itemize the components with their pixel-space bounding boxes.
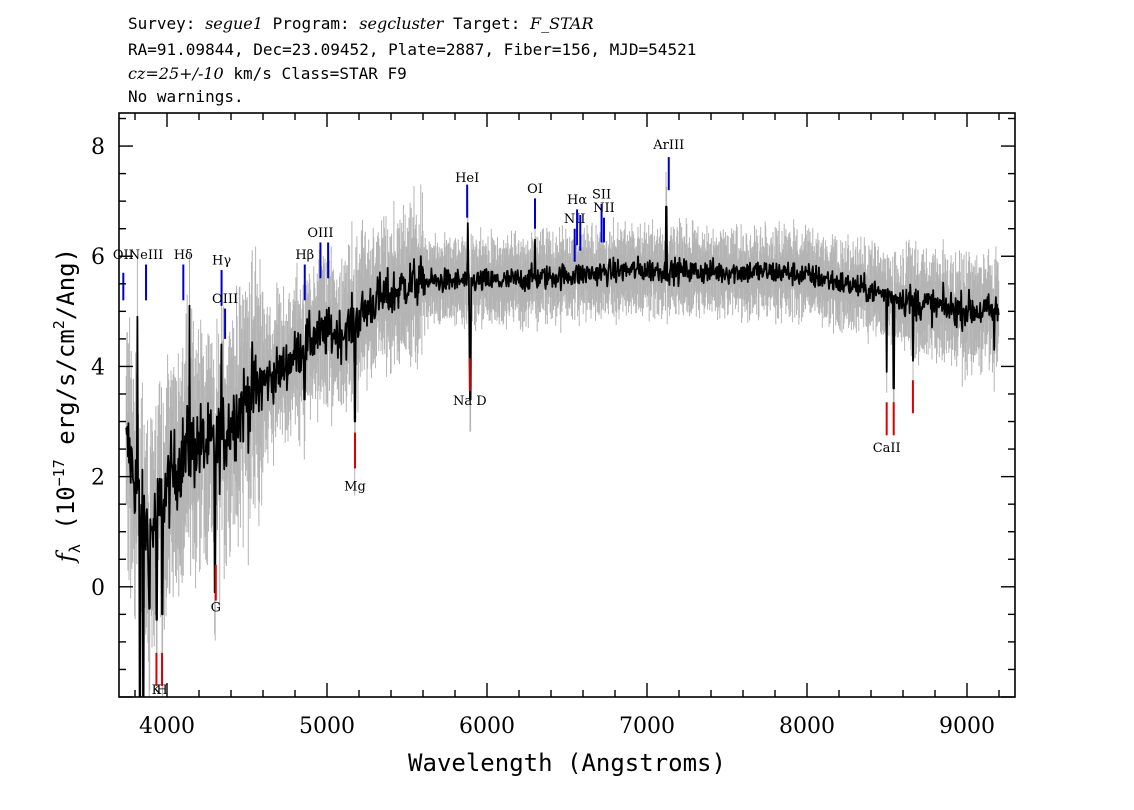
header-text-part: Survey: [128,14,205,33]
header-text-part: Program: [263,14,359,33]
flux-series [125,205,1000,697]
header-text-part: Target: [443,14,530,33]
y-axis: 0 2 4 6 8 [91,117,1015,698]
y-tick-label: 2 [91,466,105,491]
x-tick-label: 5000 [299,714,355,739]
flux-line [125,205,1000,697]
header-text-part: cz=25+/-10 [128,64,224,83]
y-tick-label: 6 [91,245,105,270]
y-tick-label: 4 [91,355,105,380]
emission-line-label: ArIII [652,138,684,153]
x-tick-label: 9000 [939,714,995,739]
emission-line-label: NII [593,201,615,216]
header-text-part: F_STAR [529,14,593,33]
y-tick-label: 8 [91,135,105,160]
x-tick-label: 6000 [459,714,515,739]
absorption-line-label: Mg [344,479,366,494]
emission-line-label: OI [527,182,543,197]
y-axis-title-part: /Ang) [52,248,80,320]
emission-line-label: NeIII [129,248,163,263]
emission-line-label: Hβ [295,248,314,263]
emission-line-label: OIII [307,226,333,241]
header-text-part: km/s Class=STAR F9 [224,64,407,83]
absorption-line-label: CaII [873,441,901,456]
y-axis-title-part: erg/s/cm [52,329,80,459]
plot-frame [118,112,1016,698]
spectrum-header: Survey: segue1 Program: segcluster Targe… [128,14,696,106]
emission-line-label: OIII [212,292,238,307]
y-axis-title-part: 2 [50,320,68,329]
emission-line-label: Hγ [212,254,231,269]
x-axis: 4000 5000 6000 7000 8000 9000 [134,113,1000,739]
y-axis-title: fλ (10−17 erg/s/cm2/Ang) [50,248,84,564]
y-axis-title-part: (10 [52,486,80,544]
absorption-line-label: G [211,601,221,616]
y-axis-title-part: −17 [50,459,68,486]
emission-line-label: OII [113,248,134,263]
emission-line-label: HeI [455,171,479,186]
x-tick-label: 7000 [619,714,675,739]
header-text-part: segcluster [359,14,444,33]
emission-line-label: SII [592,187,611,202]
x-tick-label: 8000 [779,714,835,739]
emission-line-label: Hα [567,193,587,208]
x-tick-label: 4000 [139,714,195,739]
y-tick-label: 0 [91,576,105,601]
header-line-redshift: cz=25+/-10 km/s Class=STAR F9 [128,64,407,83]
y-axis-title-part: λ [66,544,84,553]
header-text-part: segue1 [205,14,263,33]
header-line-survey: Survey: segue1 Program: segcluster Targe… [128,14,594,33]
absorption-line-label: H [156,683,167,698]
emission-line-label: Hδ [174,248,193,263]
absorption-line-label: K [152,683,162,698]
emission-line-label: NII [564,212,586,227]
x-axis-title: Wavelength (Angstroms) [408,749,726,777]
absorption-line-label: Na D [453,394,487,409]
header-line-warnings: No warnings. [128,87,244,106]
header-line-coordinates: RA=91.09844, Dec=23.09452, Plate=2887, F… [128,40,696,59]
